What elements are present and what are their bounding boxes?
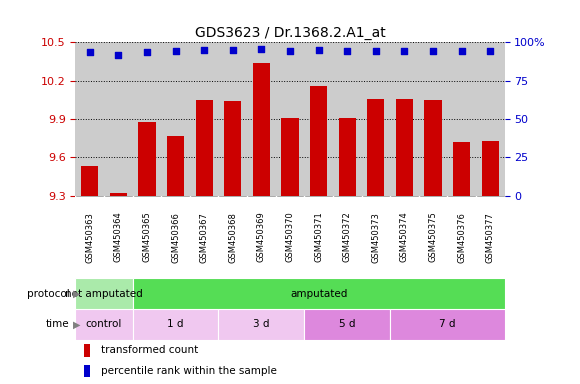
Bar xyxy=(133,309,219,340)
Bar xyxy=(304,309,390,340)
Point xyxy=(485,48,495,54)
Point xyxy=(85,50,95,56)
Bar xyxy=(81,166,98,196)
Text: GSM450376: GSM450376 xyxy=(457,212,466,263)
Bar xyxy=(224,101,241,196)
Text: GSM450373: GSM450373 xyxy=(371,212,380,263)
Bar xyxy=(139,122,155,196)
Text: 1 d: 1 d xyxy=(167,319,184,329)
Text: GSM450369: GSM450369 xyxy=(257,212,266,263)
Bar xyxy=(110,193,127,196)
Text: GSM450364: GSM450364 xyxy=(114,212,123,263)
Bar xyxy=(75,309,133,340)
Bar xyxy=(84,365,89,377)
Text: GSM450377: GSM450377 xyxy=(486,212,495,263)
Text: GSM450368: GSM450368 xyxy=(229,212,237,263)
Bar xyxy=(195,100,213,196)
Text: GSM450366: GSM450366 xyxy=(171,212,180,263)
Bar xyxy=(396,99,413,196)
Point xyxy=(200,47,209,53)
Point xyxy=(343,48,352,54)
Text: time: time xyxy=(46,319,70,329)
Bar xyxy=(453,142,470,196)
Text: GSM450375: GSM450375 xyxy=(429,212,437,263)
Point xyxy=(171,48,180,54)
Bar xyxy=(281,118,299,196)
Bar xyxy=(482,141,499,196)
Point xyxy=(257,46,266,52)
Bar xyxy=(425,100,441,196)
Bar xyxy=(84,344,89,357)
Bar xyxy=(253,63,270,196)
Text: 5 d: 5 d xyxy=(339,319,356,329)
Bar xyxy=(339,118,356,196)
Point xyxy=(228,47,237,53)
Bar xyxy=(367,99,385,196)
Point xyxy=(142,50,151,56)
Text: amputated: amputated xyxy=(290,289,347,299)
Text: GSM450372: GSM450372 xyxy=(343,212,351,263)
Text: GSM450363: GSM450363 xyxy=(85,212,94,263)
Title: GDS3623 / Dr.1368.2.A1_at: GDS3623 / Dr.1368.2.A1_at xyxy=(195,26,385,40)
Text: 3 d: 3 d xyxy=(253,319,270,329)
Text: control: control xyxy=(86,319,122,329)
Text: protocol: protocol xyxy=(27,289,70,299)
Text: GSM450371: GSM450371 xyxy=(314,212,323,263)
Text: ▶: ▶ xyxy=(72,319,80,329)
Text: GSM450365: GSM450365 xyxy=(143,212,151,263)
Text: ▶: ▶ xyxy=(72,289,80,299)
Bar xyxy=(133,278,505,309)
Text: GSM450374: GSM450374 xyxy=(400,212,409,263)
Text: percentile rank within the sample: percentile rank within the sample xyxy=(101,366,277,376)
Bar xyxy=(167,136,184,196)
Text: transformed count: transformed count xyxy=(101,346,198,356)
Bar xyxy=(219,309,304,340)
Bar xyxy=(310,86,327,196)
Point xyxy=(114,52,123,58)
Bar xyxy=(75,278,133,309)
Text: GSM450370: GSM450370 xyxy=(285,212,295,263)
Point xyxy=(314,47,323,53)
Text: 7 d: 7 d xyxy=(439,319,456,329)
Point xyxy=(371,48,380,54)
Point xyxy=(285,48,295,54)
Text: not amputated: not amputated xyxy=(65,289,143,299)
Point xyxy=(429,48,438,54)
Point xyxy=(457,48,466,54)
Bar xyxy=(390,309,505,340)
Point xyxy=(400,48,409,54)
Text: GSM450367: GSM450367 xyxy=(200,212,209,263)
